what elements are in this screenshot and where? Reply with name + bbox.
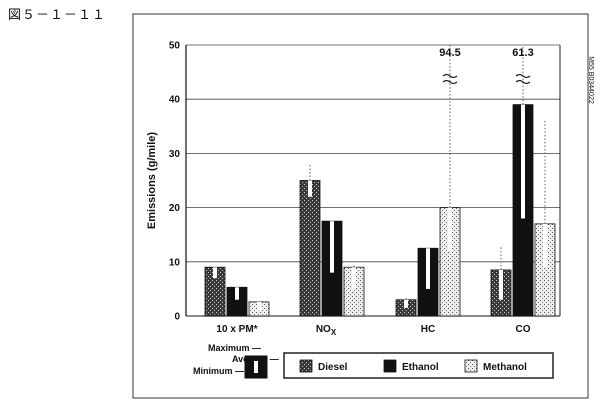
x-tick-label: HC xyxy=(421,324,435,335)
range-key-maximum: Maximum — xyxy=(208,343,261,353)
legend-swatch xyxy=(464,359,478,373)
break-value-label: 61.3 xyxy=(512,47,533,59)
range-stripe xyxy=(235,287,239,300)
range-stripe xyxy=(448,207,452,251)
x-tick-label: CO xyxy=(516,324,531,335)
figure-label: 図５－１－１１ xyxy=(8,8,107,23)
y-axis-label: Emissions (g/mile) xyxy=(146,132,158,230)
range-stripe xyxy=(404,299,408,308)
range-stripe xyxy=(426,248,430,289)
legend-swatch xyxy=(383,359,397,373)
axis-break-mark xyxy=(442,73,458,79)
range-stripe xyxy=(330,221,334,273)
figure-code: M55 B0344022 xyxy=(587,56,594,104)
y-tick-label: 0 xyxy=(174,312,180,323)
x-tick-label: NOX xyxy=(316,324,337,337)
range-stripe xyxy=(213,267,217,279)
axis-break-mark xyxy=(515,79,531,85)
legend-label: Ethanol xyxy=(402,362,439,373)
range-stripe xyxy=(499,269,503,300)
x-tick-label: 10 x PM* xyxy=(216,324,257,335)
range-key-stripe xyxy=(254,361,258,373)
legend-label: Diesel xyxy=(318,362,348,373)
y-tick-label: 50 xyxy=(169,41,181,52)
bar xyxy=(299,180,321,317)
y-tick-label: 40 xyxy=(169,95,181,106)
range-stripe xyxy=(308,180,312,197)
range-stripe xyxy=(543,223,547,268)
range-stripe xyxy=(352,267,356,289)
legend-label: Methanol xyxy=(483,362,527,373)
outer-frame xyxy=(132,13,589,399)
axis-break-mark xyxy=(442,79,458,85)
y-tick-label: 20 xyxy=(169,203,181,214)
legend-swatch xyxy=(299,359,313,373)
break-value-label: 94.5 xyxy=(439,47,460,59)
y-tick-label: 10 xyxy=(169,257,181,268)
range-key-minimum: Minimum — xyxy=(193,366,244,376)
axis-break-mark xyxy=(515,73,531,79)
legend-box xyxy=(283,352,554,379)
y-tick-label: 30 xyxy=(169,149,181,160)
range-stripe xyxy=(257,301,261,311)
range-stripe xyxy=(521,104,525,219)
